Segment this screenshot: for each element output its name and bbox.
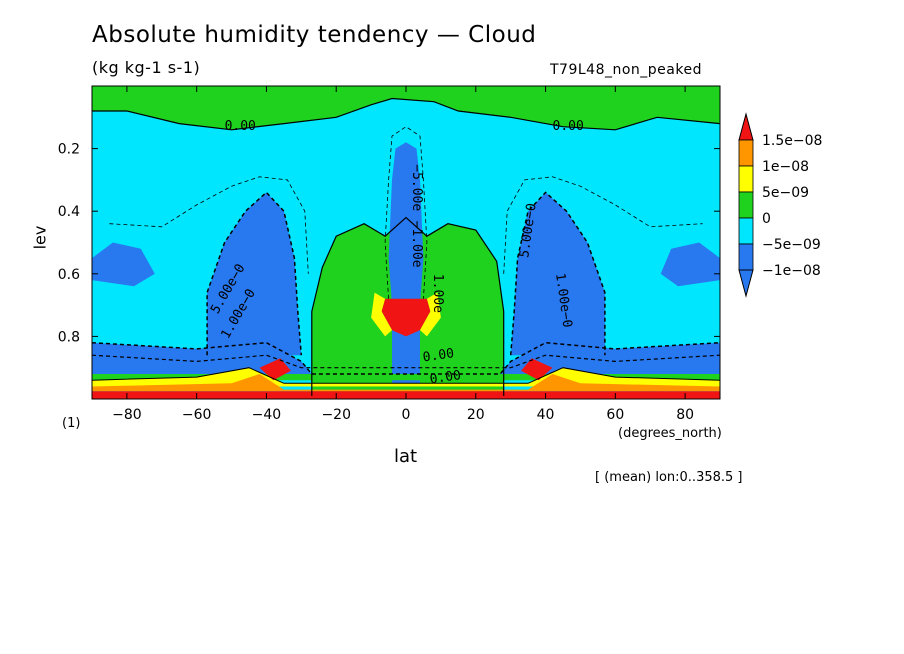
north-polar-blue	[660, 242, 720, 287]
run-name: T79L48_non_peaked	[550, 62, 702, 78]
mean-note: [ (mean) lon:0..358.5 ]	[595, 470, 743, 485]
chart-units: (kg kg-1 s-1)	[92, 58, 201, 77]
y-tick-label: 0.6	[58, 267, 80, 283]
upper-green-band	[92, 86, 720, 130]
contour-label: 0.00	[429, 368, 462, 387]
y-tick-label: 0.8	[58, 329, 80, 345]
contour-line	[92, 354, 720, 369]
north-midlat-red	[521, 358, 553, 381]
x-axis-label: lat	[394, 446, 418, 467]
contour-line	[92, 341, 720, 375]
contour-line	[92, 367, 720, 384]
y-tick-label: 0.4	[58, 204, 80, 220]
colorbar-top-arrow	[738, 112, 754, 141]
colorbar-segment	[738, 243, 754, 271]
colorbar-segment	[738, 191, 754, 219]
contour-label: 0.00	[422, 346, 455, 365]
colorbar-label: 1e−08	[762, 159, 809, 175]
equatorial-yellow-edge-north	[420, 292, 441, 337]
contour-line	[503, 176, 703, 274]
colorbar-label: 5e−09	[762, 185, 809, 201]
x-tick-label: 80	[676, 407, 694, 423]
contour-label: 1.00e	[430, 274, 445, 313]
colorbar-label: −1e−08	[762, 263, 821, 279]
contour-line	[384, 126, 428, 299]
contour-line	[206, 191, 303, 356]
south-midlat-red	[259, 358, 291, 381]
south-blue-plume	[207, 192, 302, 356]
x-tick-label: 20	[467, 407, 485, 423]
lower-blue-band	[92, 342, 720, 374]
x-tick-label: −20	[321, 407, 351, 423]
chart-title: Absolute humidity tendency — Cloud	[92, 22, 537, 48]
contour-line	[109, 176, 309, 274]
x-tick-label: 0	[402, 407, 411, 423]
contour-line	[311, 216, 505, 396]
contour-label: 0.00	[553, 119, 584, 134]
colorbar-segment	[738, 139, 754, 167]
contour-field	[92, 86, 720, 399]
colorbar-label: −5e−09	[762, 237, 821, 253]
contour-label: −1.00e	[409, 221, 424, 268]
colorbar-bottom-arrow	[738, 269, 754, 298]
y-tick-label: 0.2	[58, 142, 80, 158]
contour-label: 0.00	[225, 119, 256, 134]
equatorial-red-core	[381, 298, 431, 337]
y-axis: 0.2 0.4 0.6 0.8	[58, 142, 720, 345]
x-axis: −80 −60 −40 −20 0 20 40 60 80	[112, 86, 694, 423]
colorbar-label: 0	[762, 211, 771, 227]
x-tick-label: 40	[537, 407, 555, 423]
equatorial-yellow-edge-south	[371, 292, 392, 337]
south-polar-blue	[92, 242, 155, 287]
x-tick-label: −80	[112, 407, 142, 423]
colorbar: 1.5e−08 1e−08 5e−09 0 −5e−09 −1e−08	[738, 112, 822, 298]
colorbar-segment	[738, 217, 754, 245]
near-surface-orange	[92, 374, 720, 392]
contour-line	[509, 191, 606, 356]
contour-line	[92, 97, 720, 131]
north-blue-plume	[510, 192, 605, 356]
x-tick-label: −60	[182, 407, 212, 423]
colorbar-segment	[738, 165, 754, 193]
contour-lines	[92, 97, 720, 396]
x-tick-label: 60	[606, 407, 624, 423]
x-axis-units: (degrees_north)	[618, 426, 722, 441]
x-tick-label: −40	[252, 407, 282, 423]
colorbar-label: 1.5e−08	[762, 133, 822, 149]
contour-label: −5.00e	[409, 164, 424, 211]
panel-id: (1)	[62, 416, 81, 431]
